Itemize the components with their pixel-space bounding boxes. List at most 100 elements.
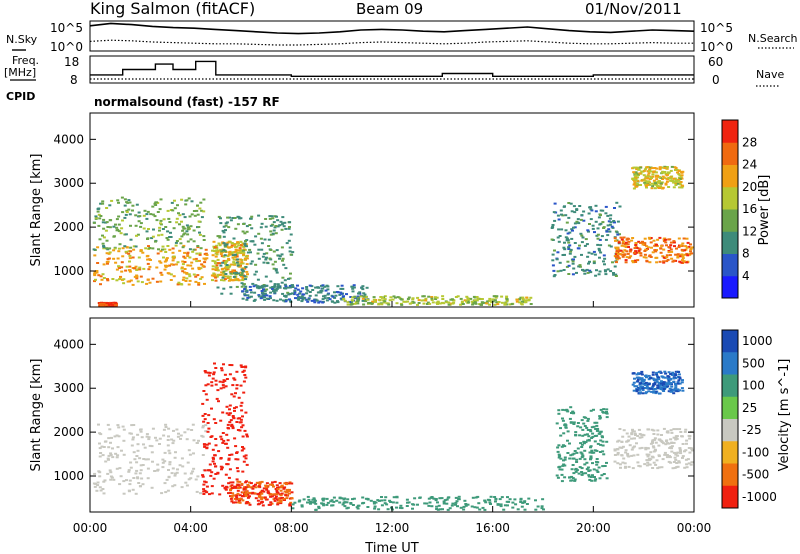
cell bbox=[220, 271, 224, 274]
cell bbox=[641, 382, 645, 385]
cell bbox=[338, 501, 342, 504]
cell bbox=[108, 204, 112, 207]
cell bbox=[632, 251, 636, 254]
cell bbox=[179, 434, 183, 437]
cell bbox=[192, 273, 196, 276]
cell bbox=[416, 503, 419, 506]
cell bbox=[298, 292, 302, 295]
cell bbox=[306, 501, 309, 504]
cell bbox=[176, 261, 180, 264]
cell bbox=[670, 257, 674, 260]
cell bbox=[139, 430, 143, 433]
cell bbox=[678, 428, 682, 431]
cell bbox=[160, 248, 164, 251]
cell bbox=[120, 266, 124, 269]
cell bbox=[286, 291, 290, 294]
cell bbox=[674, 179, 678, 182]
cell bbox=[175, 221, 179, 224]
cell bbox=[558, 235, 562, 237]
cell bbox=[669, 179, 673, 182]
cell bbox=[627, 256, 631, 259]
cell bbox=[587, 212, 591, 215]
cell bbox=[283, 283, 287, 286]
cell bbox=[569, 421, 573, 424]
cell bbox=[128, 254, 132, 257]
cell bbox=[123, 216, 127, 219]
cell bbox=[167, 217, 171, 220]
cell bbox=[173, 199, 176, 202]
cell bbox=[240, 482, 244, 485]
cell bbox=[218, 493, 222, 496]
cell bbox=[222, 287, 226, 290]
cell bbox=[240, 366, 244, 368]
cell bbox=[253, 273, 257, 276]
cell bbox=[604, 212, 608, 215]
cell bbox=[241, 279, 245, 282]
cell bbox=[667, 251, 671, 254]
cell bbox=[480, 298, 484, 300]
cell bbox=[229, 497, 233, 500]
cell bbox=[566, 452, 570, 454]
cell bbox=[151, 205, 155, 208]
cell bbox=[594, 210, 598, 213]
cell bbox=[330, 499, 334, 502]
cell bbox=[124, 213, 128, 216]
cell bbox=[513, 498, 517, 501]
cell bbox=[133, 267, 137, 270]
cell bbox=[211, 265, 215, 268]
cell bbox=[288, 481, 292, 484]
cell bbox=[177, 212, 180, 215]
cell bbox=[428, 501, 432, 504]
cell bbox=[105, 221, 109, 224]
cell bbox=[559, 427, 562, 430]
cell bbox=[385, 503, 389, 506]
cell bbox=[508, 498, 512, 501]
cell bbox=[182, 244, 186, 247]
cell bbox=[117, 250, 121, 253]
cell bbox=[185, 484, 189, 487]
cell bbox=[557, 412, 561, 415]
cell bbox=[224, 385, 228, 388]
cell bbox=[613, 448, 617, 451]
cell bbox=[98, 455, 102, 458]
cell bbox=[139, 485, 142, 488]
cell bbox=[153, 215, 157, 218]
cell bbox=[273, 283, 277, 286]
cell bbox=[587, 435, 591, 438]
cell bbox=[94, 482, 98, 485]
cell bbox=[287, 277, 290, 280]
cell bbox=[569, 248, 573, 251]
cell bbox=[552, 275, 556, 278]
cell bbox=[634, 172, 638, 175]
cell bbox=[552, 269, 556, 272]
cell bbox=[451, 502, 455, 505]
cell bbox=[633, 247, 637, 250]
cell bbox=[240, 409, 244, 412]
ytick-label: 3000 bbox=[53, 381, 84, 395]
cell bbox=[677, 461, 681, 464]
cell bbox=[188, 248, 192, 251]
cell bbox=[582, 219, 586, 222]
cell bbox=[202, 493, 206, 495]
cell bbox=[263, 496, 267, 499]
cell bbox=[288, 277, 292, 280]
cell bbox=[493, 299, 497, 302]
cell bbox=[669, 241, 673, 244]
cell bbox=[236, 258, 239, 261]
cell bbox=[286, 286, 290, 289]
cell bbox=[644, 256, 648, 259]
cell bbox=[289, 501, 293, 504]
cell bbox=[186, 240, 190, 243]
cell bbox=[123, 245, 127, 248]
cell bbox=[616, 255, 620, 258]
cell bbox=[146, 262, 150, 265]
cell bbox=[227, 257, 231, 260]
cell bbox=[677, 179, 681, 182]
cell bbox=[127, 489, 131, 492]
cell bbox=[573, 450, 577, 452]
cell bbox=[242, 245, 246, 248]
cell bbox=[591, 462, 594, 465]
cell bbox=[130, 444, 134, 447]
cell bbox=[638, 172, 642, 175]
cell bbox=[244, 366, 248, 369]
